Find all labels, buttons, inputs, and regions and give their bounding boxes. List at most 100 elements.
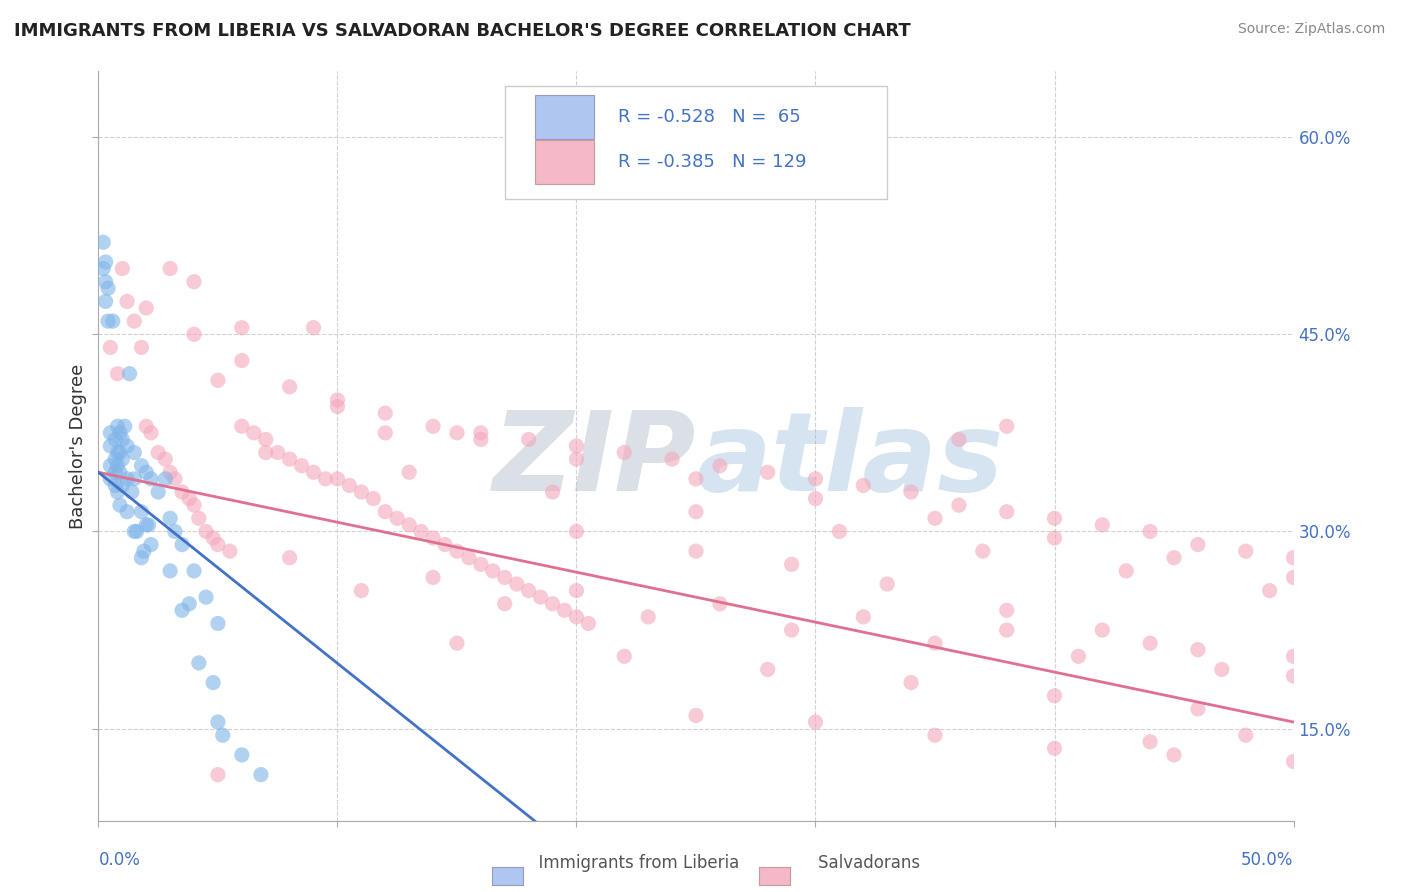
Point [924,728,946,742]
Point [111,261,134,276]
Point [326,472,349,486]
Point [398,517,420,532]
Point [1067,649,1090,664]
Text: R = -0.385   N = 129: R = -0.385 N = 129 [619,153,807,171]
Point [111,452,134,467]
Point [1043,741,1066,756]
Point [278,452,301,467]
Point [187,656,209,670]
Point [470,425,492,440]
Point [434,538,457,552]
Point [924,636,946,650]
Point [385,511,409,525]
Point [278,550,301,565]
Point [554,603,576,617]
Point [339,478,361,492]
FancyBboxPatch shape [534,140,595,184]
Point [565,524,588,539]
Point [972,544,994,558]
Point [685,505,707,519]
Point [291,458,314,473]
Point [115,439,138,453]
Point [115,472,138,486]
Point [278,380,301,394]
Point [422,419,444,434]
Point [115,294,138,309]
Point [398,465,420,479]
Point [98,425,122,440]
Point [1115,564,1137,578]
Point [685,472,707,486]
Point [97,281,120,295]
Point [98,458,122,473]
Point [108,465,131,479]
Point [1139,735,1161,749]
Point [1282,649,1305,664]
Point [374,505,396,519]
Point [995,419,1018,434]
Point [211,728,233,742]
Point [1282,669,1305,683]
Point [195,590,218,604]
Text: 50.0%: 50.0% [1241,851,1294,869]
Point [1187,538,1209,552]
Point [111,433,134,447]
Point [107,458,129,473]
Point [183,275,205,289]
Point [118,367,141,381]
Text: Source: ZipAtlas.com: Source: ZipAtlas.com [1237,22,1385,37]
Point [565,610,588,624]
Point [661,452,683,467]
Point [481,564,505,578]
Point [139,425,162,440]
Point [91,261,114,276]
Point [183,498,205,512]
Point [637,610,659,624]
Point [124,524,146,539]
Text: IMMIGRANTS FROM LIBERIA VS SALVADORAN BACHELOR'S DEGREE CORRELATION CHART: IMMIGRANTS FROM LIBERIA VS SALVADORAN BA… [14,22,911,40]
Point [108,445,131,459]
Point [172,485,194,500]
Point [179,491,201,506]
Point [250,767,273,781]
Point [315,472,337,486]
Point [1043,689,1066,703]
Point [124,472,146,486]
Point [302,465,325,479]
Point [98,340,122,354]
Point [852,478,875,492]
Point [231,353,253,368]
Point [422,531,444,545]
Point [124,445,146,459]
Point [326,400,349,414]
Point [1043,531,1066,545]
Point [135,419,157,434]
Point [948,498,970,512]
Point [183,327,205,342]
Point [135,301,157,315]
Point [148,485,170,500]
Point [565,452,588,467]
Point [411,524,433,539]
Point [1187,642,1209,657]
Point [995,603,1018,617]
Point [104,433,127,447]
Point [125,524,148,539]
Point [104,452,127,467]
Point [517,433,540,447]
Point [104,465,127,479]
Point [1282,550,1305,565]
Point [363,491,385,506]
Point [506,577,529,591]
Point [613,649,636,664]
Point [578,616,600,631]
Point [98,439,122,453]
Point [685,544,707,558]
Point [207,538,229,552]
Point [94,255,117,269]
Point [422,570,444,584]
Point [1282,570,1305,584]
Point [470,558,492,572]
Point [804,472,827,486]
Point [172,603,194,617]
